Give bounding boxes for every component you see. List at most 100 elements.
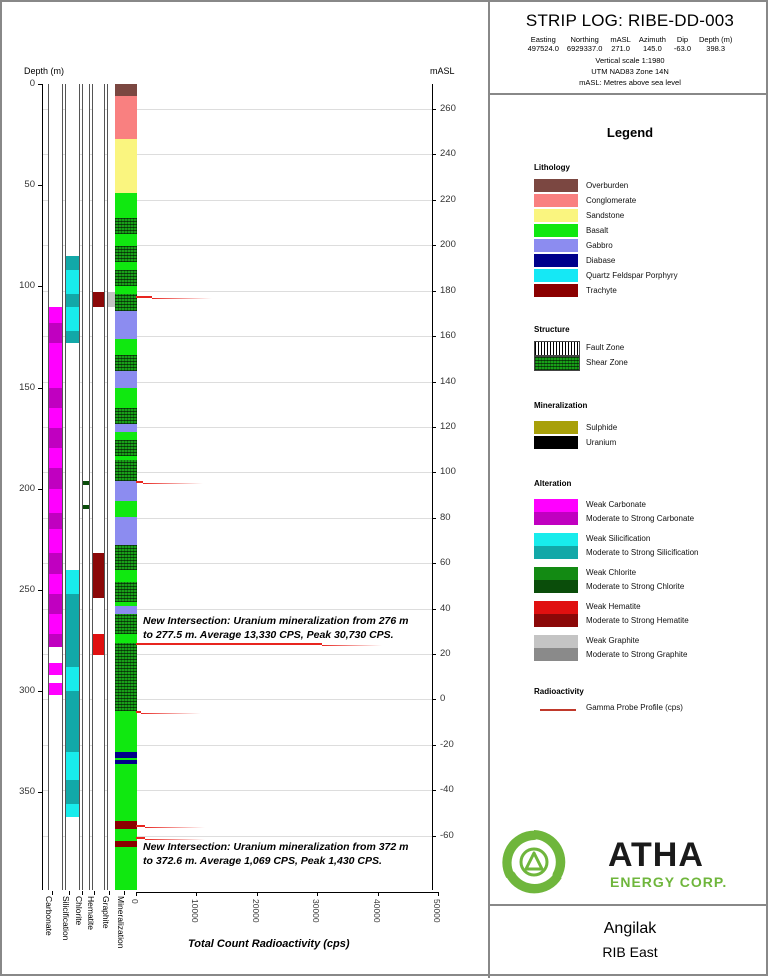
carbonate-interval [49, 428, 62, 449]
shear-zone [115, 440, 137, 457]
gamma-response [136, 480, 144, 483]
depth-axis-spine [42, 84, 43, 890]
shear-zone [115, 642, 137, 712]
depth-axis-title: Depth (m) [24, 66, 65, 76]
collar-meta-table: Easting Northing mASL Azimuth Dip Depth (m) 4… [524, 35, 737, 53]
hematite-interval [93, 634, 104, 655]
gamma-tail [151, 298, 212, 300]
column-label-hematite: Hematite [86, 896, 96, 931]
lithology-conglomerate [115, 96, 137, 139]
meta-header: Easting [530, 35, 556, 44]
gridline [42, 472, 432, 474]
masl-tick-label: 200 [440, 239, 456, 251]
carbonate-interval [49, 553, 62, 574]
carbonate-interval [49, 593, 62, 615]
lithology-basalt-swatch [534, 224, 578, 237]
shear-zone [115, 545, 137, 570]
masl-tick [432, 744, 436, 746]
strong-chlorite-label: Moderate to Strong Chlorite [586, 582, 685, 591]
lithology-gabbro [115, 517, 137, 546]
carbonate-interval [49, 513, 62, 530]
mineralization-sulphide-label: Sulphide [586, 422, 618, 432]
masl-tick-label: 80 [440, 511, 451, 523]
x-tick [317, 892, 319, 896]
masl-tick [432, 699, 436, 701]
masl-tick [432, 517, 436, 519]
masl-tick-label: -20 [440, 738, 454, 750]
column-tick [94, 891, 95, 895]
lithology-gabbro [115, 480, 137, 501]
depth-tick-label: 350 [19, 786, 35, 798]
depth-tick [38, 286, 42, 288]
lithology-gabbro-swatch [534, 239, 578, 252]
masl-tick [432, 154, 436, 156]
x-axis-label: Total Count Radioactivity (cps) [188, 938, 350, 950]
carbonate-interval [49, 448, 62, 469]
legend-panel: STRIP LOG: RIBE-DD-003 Easting Northing mA… [488, 2, 768, 978]
weak-graphite-label: Weak Graphite [586, 636, 640, 645]
column-label-mineralization: Mineralization [116, 896, 126, 949]
carbonate-interval [49, 407, 62, 428]
silicification-interval [66, 306, 79, 331]
column-label-chlorite: Chlorite [74, 896, 84, 926]
legend-heading-structure: Structure [534, 325, 570, 334]
annotation-276m-line2: to 277.5 m. Average 13,330 CPS, Peak 30,… [143, 629, 394, 642]
annotation-372m-line2: to 372.6 m. Average 1,069 CPS, Peak 1,43… [143, 855, 382, 868]
hematite-interval [93, 553, 104, 598]
masl-tick-label: 140 [440, 375, 456, 387]
masl-tick-label: -60 [440, 829, 454, 841]
column-tick [82, 891, 83, 895]
weak-chlorite-swatch [534, 567, 578, 593]
annotation-372m-line1: New Intersection: Uranium mineralization… [143, 841, 409, 853]
x-tick-label: 40000 [371, 899, 382, 923]
annotation-276m-line1: New Intersection: Uranium mineralization… [143, 615, 409, 627]
hematite-interval [93, 292, 104, 307]
header-subtitle: Vertical scale 1:1980 [595, 56, 665, 65]
depth-tick [38, 488, 42, 490]
gamma-tail [143, 482, 204, 484]
masl-tick [432, 563, 436, 565]
carbonate-interval [49, 614, 62, 635]
meta-header: mASL [610, 35, 631, 44]
carbonate-interval [49, 322, 62, 344]
lithology-sandstone [115, 138, 137, 194]
shear-zone [115, 294, 137, 311]
x-tick [256, 892, 258, 896]
lithology-gabbro-label: Gabbro [586, 240, 613, 250]
depth-tick-label: 300 [19, 685, 35, 697]
header-block: STRIP LOG: RIBE-DD-003 Easting Northing mA… [490, 2, 768, 95]
footer-project: Angilak [603, 920, 657, 937]
masl-tick [432, 608, 436, 610]
gridline [42, 290, 432, 292]
depth-tick [38, 792, 42, 794]
gridline [42, 426, 432, 428]
legend-body: Legend Lithology Overburden Conglomerate Sa… [490, 95, 768, 885]
masl-tick-label: 180 [440, 284, 456, 296]
carbonate-interval [49, 306, 62, 323]
track-chlorite [82, 84, 90, 890]
x-tick [136, 892, 137, 896]
lithology-basalt-label: Basalt [586, 225, 609, 235]
lithology-overburden-swatch [534, 179, 578, 192]
meta-value: 6929337.0 [566, 44, 603, 53]
weak-chlorite-label: Weak Chlorite [586, 568, 637, 577]
silicification-interval [66, 569, 79, 594]
masl-tick [432, 835, 436, 837]
gridline [42, 835, 432, 837]
meta-value: 398.3 [706, 44, 726, 53]
lithology-gabbro [115, 310, 137, 339]
weak-silicification-swatch [534, 533, 578, 559]
masl-tick-label: 20 [440, 648, 451, 660]
lithology-conglomerate-swatch [534, 194, 578, 207]
gamma-tail [321, 644, 382, 646]
lithology-trachyte [115, 820, 137, 829]
depth-tick-label: 50 [24, 179, 35, 191]
gamma-tail [145, 826, 206, 828]
gamma-peak-276m [136, 642, 322, 645]
x-tick [377, 892, 379, 896]
silicification-interval [66, 256, 79, 271]
shear-zone [115, 460, 137, 481]
x-tick-label: 0 [130, 899, 140, 904]
carbonate-interval [49, 387, 62, 408]
carbonate-interval [49, 573, 62, 594]
